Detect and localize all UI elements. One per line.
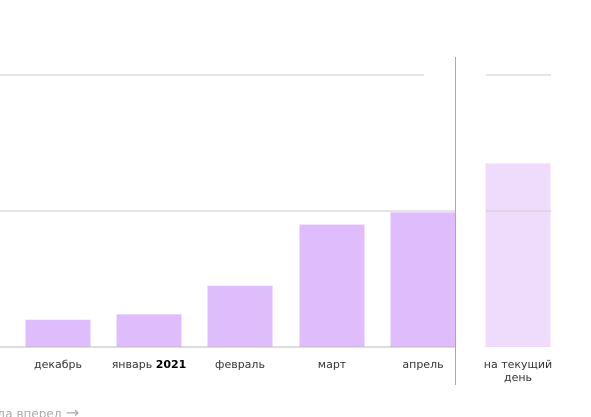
category: январь	[111, 358, 153, 371]
category: февраль	[215, 358, 265, 371]
category: декабрь	[33, 358, 82, 371]
x-tick-label: на текущий день	[480, 358, 556, 384]
x-tick-label: март	[294, 358, 370, 371]
x-tick-label: декабрь	[20, 358, 96, 371]
bar	[485, 163, 551, 347]
category: март	[317, 358, 347, 371]
bar	[116, 314, 182, 347]
year: 2021	[155, 358, 187, 371]
bar	[25, 319, 91, 347]
category: на текущий день	[483, 358, 553, 384]
forward-link[interactable]: да вперед →	[0, 403, 79, 417]
bar	[390, 212, 456, 347]
bar	[207, 285, 273, 347]
forward-text[interactable]: да вперед	[0, 407, 63, 417]
x-tick-label: апрель	[385, 358, 461, 371]
x-tick-label: февраль	[202, 358, 278, 371]
bar	[299, 224, 365, 347]
x-tick-label: январь 2021	[104, 358, 194, 371]
category: апрель	[402, 358, 444, 371]
